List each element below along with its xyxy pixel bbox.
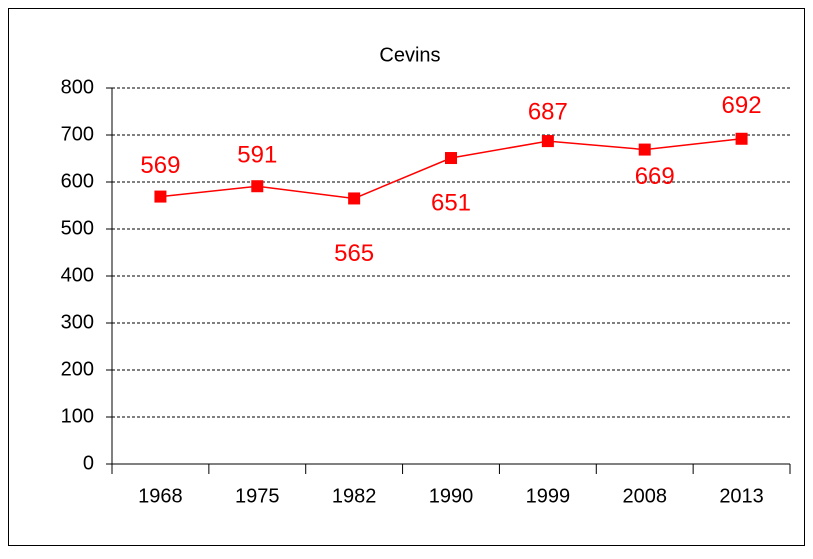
data-label: 692 — [722, 92, 762, 119]
y-tick-label: 100 — [61, 405, 94, 427]
chart-frame — [8, 8, 805, 546]
x-tick-label: 2008 — [622, 485, 667, 507]
data-label: 651 — [431, 189, 471, 216]
x-tick-label: 1982 — [332, 485, 377, 507]
marker — [541, 135, 554, 148]
data-label: 569 — [140, 152, 180, 179]
marker — [638, 143, 651, 156]
y-tick-label: 200 — [61, 358, 94, 380]
data-label: 687 — [528, 98, 568, 125]
marker — [251, 180, 264, 193]
marker — [154, 190, 167, 203]
x-tick-label: 1990 — [429, 485, 474, 507]
x-tick-label: 1968 — [138, 485, 183, 507]
x-tick-label: 2013 — [719, 485, 764, 507]
y-tick-label: 700 — [61, 123, 94, 145]
y-tick-label: 800 — [61, 76, 94, 98]
marker — [445, 152, 457, 165]
chart-title: Cevins — [379, 44, 440, 66]
y-tick-label: 300 — [61, 311, 94, 333]
data-label: 591 — [237, 142, 277, 169]
y-tick-label: 400 — [61, 264, 94, 286]
y-tick-label: 600 — [61, 170, 94, 192]
y-tick-label: 0 — [83, 452, 94, 474]
marker — [348, 192, 361, 205]
x-tick-label: 1975 — [235, 485, 280, 507]
y-tick-label: 500 — [61, 217, 94, 239]
x-tick-label: 1999 — [526, 485, 571, 507]
data-label: 565 — [334, 240, 374, 267]
data-label: 669 — [635, 163, 675, 190]
marker — [735, 132, 748, 145]
